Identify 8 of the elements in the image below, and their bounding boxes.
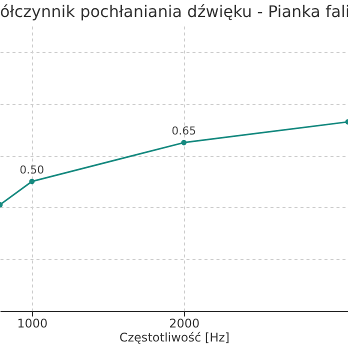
chart-title: ółczynnik pochłaniania dźwięku - Pianka fali: [0, 2, 348, 21]
x-axis-title: Częstotliwość [Hz]: [119, 330, 230, 344]
point: [181, 140, 187, 146]
data-label: 0.50: [20, 163, 44, 176]
point: [29, 178, 35, 184]
x-tick-label: 1000: [17, 316, 48, 330]
x-tick-label: 2000: [169, 316, 200, 330]
data-label: 0.65: [172, 124, 196, 138]
